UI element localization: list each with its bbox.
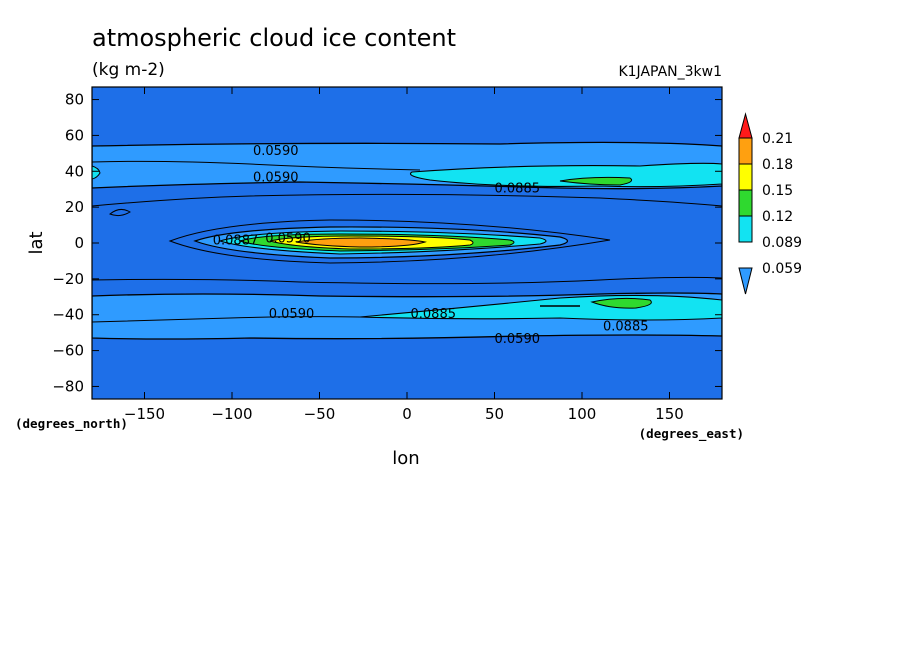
colorbar-swatch bbox=[738, 112, 753, 139]
y-tick-label: 0 bbox=[74, 234, 84, 252]
contour-label: 0.0590 bbox=[269, 307, 315, 322]
contour-line-small-west bbox=[109, 208, 131, 217]
y-tick-label: 20 bbox=[65, 198, 84, 216]
y-units-label: (degrees_north) bbox=[15, 416, 128, 432]
x-axis-label: lon bbox=[392, 448, 419, 469]
colorbar-label: 0.12 bbox=[762, 209, 793, 225]
y-tick-label: −20 bbox=[52, 270, 84, 288]
contour-fill-north-12 bbox=[559, 176, 633, 186]
y-tick-label: 80 bbox=[65, 91, 84, 109]
contour-labels: 0.0590 0.0590 0.0885 0.0590 0.0887 0.0590 0.08… bbox=[213, 144, 649, 347]
y-axis: 80 60 40 20 0 −20 −40 −60 −80 bbox=[52, 91, 722, 395]
colorbar-swatch bbox=[738, 215, 753, 243]
colorbar-label: 0.18 bbox=[762, 157, 793, 173]
chart-units: (kg m-2) bbox=[92, 60, 165, 80]
colorbar-swatch bbox=[738, 163, 753, 191]
x-tick-label: −150 bbox=[124, 405, 165, 423]
contour-label: 0.0590 bbox=[253, 171, 299, 186]
x-tick-label: 50 bbox=[485, 405, 504, 423]
x-tick-label: 100 bbox=[568, 405, 597, 423]
contour-label: 0.0590 bbox=[495, 332, 541, 347]
colorbar-swatch bbox=[738, 267, 753, 295]
y-tick-label: 60 bbox=[65, 126, 84, 144]
colorbar-swatch bbox=[738, 137, 753, 165]
colorbar: 0.21 0.18 0.15 0.12 0.089 0.059 bbox=[738, 112, 802, 295]
contour-label: 0.0885 bbox=[495, 181, 541, 196]
contour-label: 0.0590 bbox=[253, 144, 299, 159]
plot-area bbox=[92, 87, 722, 399]
contour-label: 0.0885 bbox=[411, 307, 457, 322]
x-tick-label: −100 bbox=[211, 405, 252, 423]
y-axis-label: lat bbox=[26, 231, 47, 254]
contour-fill-eq-18 bbox=[295, 237, 427, 248]
colorbar-swatch bbox=[738, 189, 753, 217]
y-tick-label: 40 bbox=[65, 162, 84, 180]
colorbar-label: 0.089 bbox=[762, 235, 802, 251]
contour-line-eq-outer bbox=[168, 219, 611, 264]
contour-label: 0.0590 bbox=[265, 232, 311, 247]
colorbar-label: 0.059 bbox=[762, 261, 802, 277]
contour-label: 0.0887 bbox=[213, 233, 259, 248]
contour-label: 0.0885 bbox=[603, 319, 649, 334]
y-tick-label: −60 bbox=[52, 342, 84, 360]
y-tick-label: −80 bbox=[52, 377, 84, 395]
colorbar-label: 0.21 bbox=[762, 131, 793, 147]
x-tick-label: 150 bbox=[655, 405, 684, 423]
chart-title: atmospheric cloud ice content bbox=[92, 24, 456, 52]
x-tick-label: 0 bbox=[402, 405, 412, 423]
y-tick-label: −40 bbox=[52, 306, 84, 324]
contour-line-north-inner bbox=[92, 160, 421, 171]
contour-fill-north-089-west bbox=[92, 165, 101, 180]
x-units-label: (degrees_east) bbox=[639, 426, 744, 442]
contour-line-south-outer bbox=[92, 276, 722, 285]
x-axis: −150 −100 −50 0 50 100 150 bbox=[124, 87, 684, 423]
contour-line-south-inner bbox=[92, 316, 361, 323]
x-tick-label: −50 bbox=[304, 405, 336, 423]
contour-fill-south-12 bbox=[590, 297, 652, 309]
contour-fill-north-089 bbox=[409, 162, 722, 188]
contour-line-north-outer bbox=[92, 193, 722, 207]
colorbar-label: 0.15 bbox=[762, 183, 793, 199]
run-label: K1JAPAN_3kw1 bbox=[618, 64, 722, 80]
